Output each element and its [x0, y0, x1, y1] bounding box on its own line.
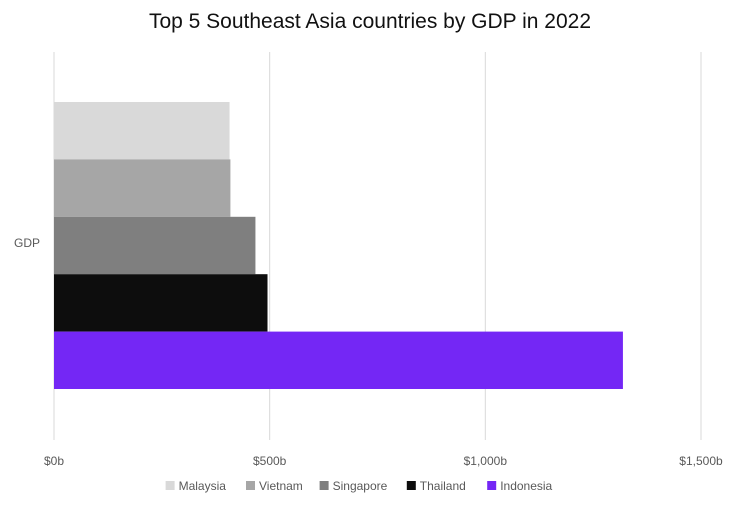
legend-label-vietnam: Vietnam: [259, 479, 303, 493]
x-tick-label: $500b: [253, 454, 287, 468]
legend-swatch-vietnam: [246, 481, 255, 490]
chart-title: Top 5 Southeast Asia countries by GDP in…: [149, 10, 591, 33]
x-tick-label: $1,500b: [679, 454, 723, 468]
legend-label-thailand: Thailand: [420, 479, 466, 493]
axes: $0b $500b $1,000b $1,500b GDP: [14, 236, 723, 468]
bar-indonesia: [54, 331, 623, 389]
bar-malaysia: [54, 102, 230, 160]
x-tick-label: $1,000b: [464, 454, 508, 468]
bars: [54, 102, 623, 389]
y-category-label: GDP: [14, 236, 40, 250]
legend-label-malaysia: Malaysia: [179, 479, 227, 493]
legend-swatch-indonesia: [487, 481, 497, 490]
legend-label-indonesia: Indonesia: [500, 479, 552, 493]
legend-swatch-malaysia: [165, 481, 175, 490]
x-tick-label: $0b: [44, 454, 64, 468]
legend-swatch-thailand: [406, 481, 416, 490]
bar-vietnam: [54, 159, 231, 217]
bar-thailand: [54, 274, 268, 332]
legend-swatch-singapore: [319, 481, 329, 490]
bar-singapore: [54, 216, 256, 275]
legend-label-singapore: Singapore: [333, 479, 388, 493]
legend: Malaysia Vietnam Singapore Thailand Indonesi…: [165, 479, 553, 493]
